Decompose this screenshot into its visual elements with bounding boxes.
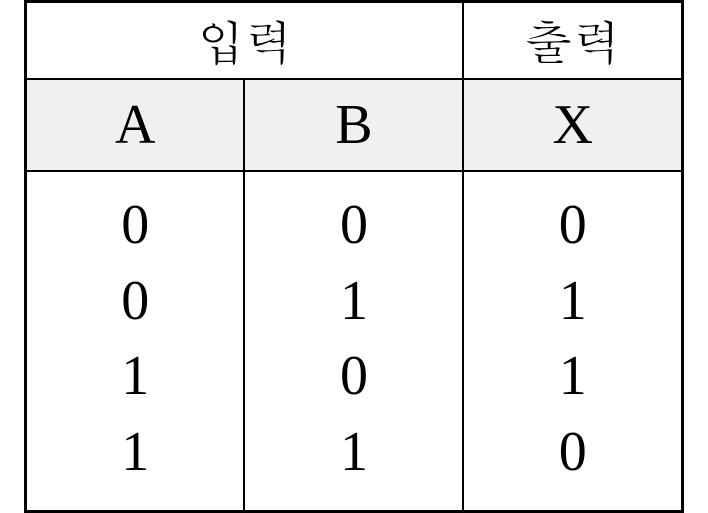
col-header-a: A	[26, 79, 245, 171]
output-group-header: 출력	[463, 1, 682, 79]
input-group-header: 입력	[26, 1, 464, 79]
cell-value: 0	[27, 264, 243, 340]
data-col-a: 0 0 1 1	[26, 171, 245, 512]
cell-value: 1	[464, 264, 681, 340]
cell-value: 1	[245, 415, 462, 491]
data-col-x: 0 1 1 0	[463, 171, 682, 512]
data-row: 0 0 1 1 0 1 0 1 0 1 1 0	[26, 171, 683, 512]
cell-value: 1	[464, 339, 681, 415]
cell-value: 1	[27, 339, 243, 415]
cell-value: 0	[464, 188, 681, 264]
cell-value: 0	[27, 188, 243, 264]
col-header-x: X	[463, 79, 682, 171]
cell-value: 0	[245, 188, 462, 264]
truth-table: 입력 출력 A B X 0 0 1 1 0 1 0 1 0 1 1 0	[24, 0, 684, 513]
cell-value: 0	[245, 339, 462, 415]
cell-value: 1	[245, 264, 462, 340]
data-col-b: 0 1 0 1	[244, 171, 463, 512]
cell-value: 0	[464, 415, 681, 491]
cell-value: 1	[27, 415, 243, 491]
col-header-b: B	[244, 79, 463, 171]
group-header-row: 입력 출력	[26, 1, 683, 79]
column-header-row: A B X	[26, 79, 683, 171]
